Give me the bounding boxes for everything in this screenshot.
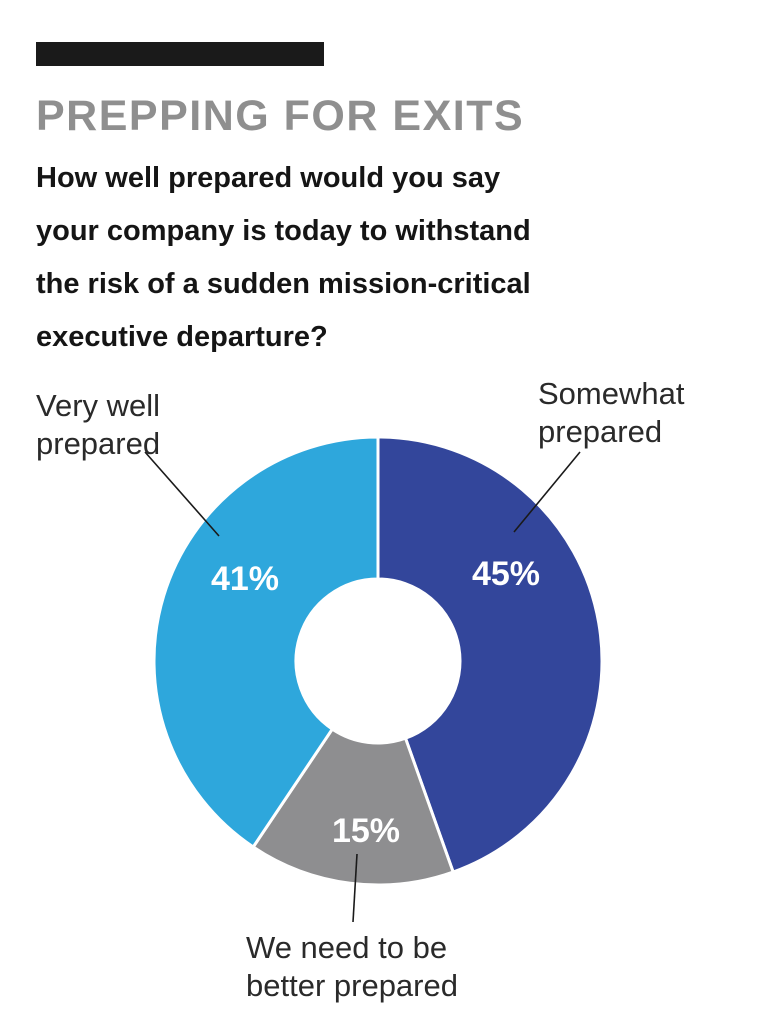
slice-value-very-well-prepared: 41% [211, 560, 279, 598]
slice-label-somewhat-prepared: Somewhat prepared [538, 376, 685, 449]
leader-line-very-well-prepared [144, 451, 220, 537]
slice-label-very-well-prepared: Very well prepared [36, 388, 160, 461]
question-line: executive departure? [36, 321, 328, 353]
question-line: your company is today to withstand [36, 215, 531, 247]
header-bar [36, 42, 324, 66]
slice-very-well-prepared [152, 435, 380, 850]
slice-label-we-need-to-be-better-prepared: We need to be better prepared [246, 930, 458, 1003]
chart-question: How well prepared would you say your com… [36, 152, 716, 364]
chart-title: PREPPING FOR EXITS [36, 92, 525, 140]
slice-we-need-to-be-better-prepared [251, 727, 456, 887]
leader-line-we-need-to-be-better-prepared [352, 853, 358, 923]
question-line: How well prepared would you say [36, 162, 501, 194]
slice-somewhat-prepared [376, 435, 604, 874]
question-line: the risk of a sudden mission-critical [36, 268, 531, 300]
slice-value-somewhat-prepared: 45% [472, 555, 540, 593]
leader-line-somewhat-prepared [513, 451, 581, 533]
slice-value-we-need-to-be-better-prepared: 15% [332, 812, 400, 850]
